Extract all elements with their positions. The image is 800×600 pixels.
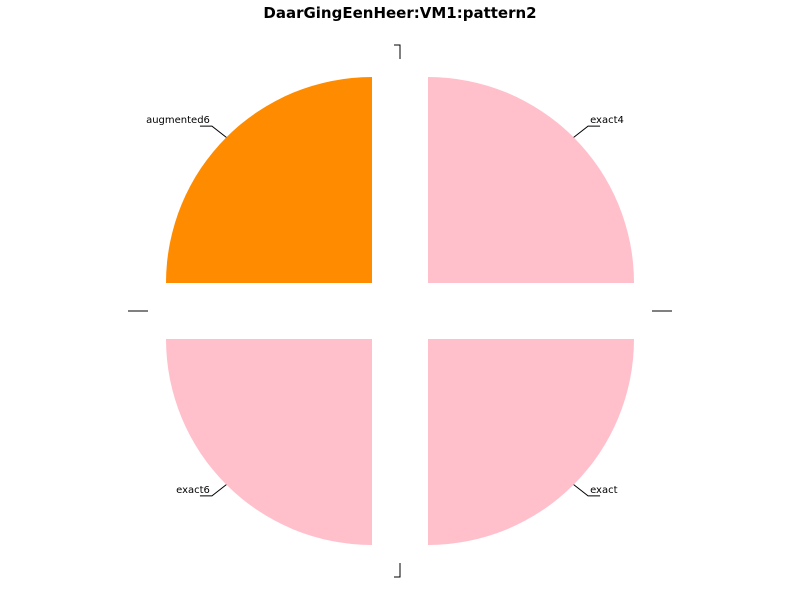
pie-slice-exact4 [428, 77, 634, 283]
axis-ticks [128, 44, 672, 578]
leader-exact4 [573, 125, 601, 138]
slice-label-exact6: exact6 [176, 485, 210, 496]
pie-slice-exact6 [166, 339, 372, 545]
tick-bottom [394, 563, 401, 578]
slice-label-exact4: exact4 [590, 115, 624, 126]
slice-label-augmented6: augmented6 [146, 115, 210, 126]
chart-title: DaarGingEenHeer:VM1:pattern2 [263, 4, 537, 22]
pie-slice-augmented6 [166, 77, 372, 283]
pie-slices [166, 77, 634, 545]
label-leaders [199, 125, 601, 497]
slice-labels: exact4 exact exact6 augmented6 [146, 115, 624, 496]
leader-exact [573, 484, 601, 497]
slice-label-exact: exact [590, 485, 618, 496]
tick-top [394, 44, 401, 59]
leader-augmented6 [199, 125, 227, 138]
leader-exact6 [199, 484, 227, 497]
pie-slice-exact [428, 339, 634, 545]
